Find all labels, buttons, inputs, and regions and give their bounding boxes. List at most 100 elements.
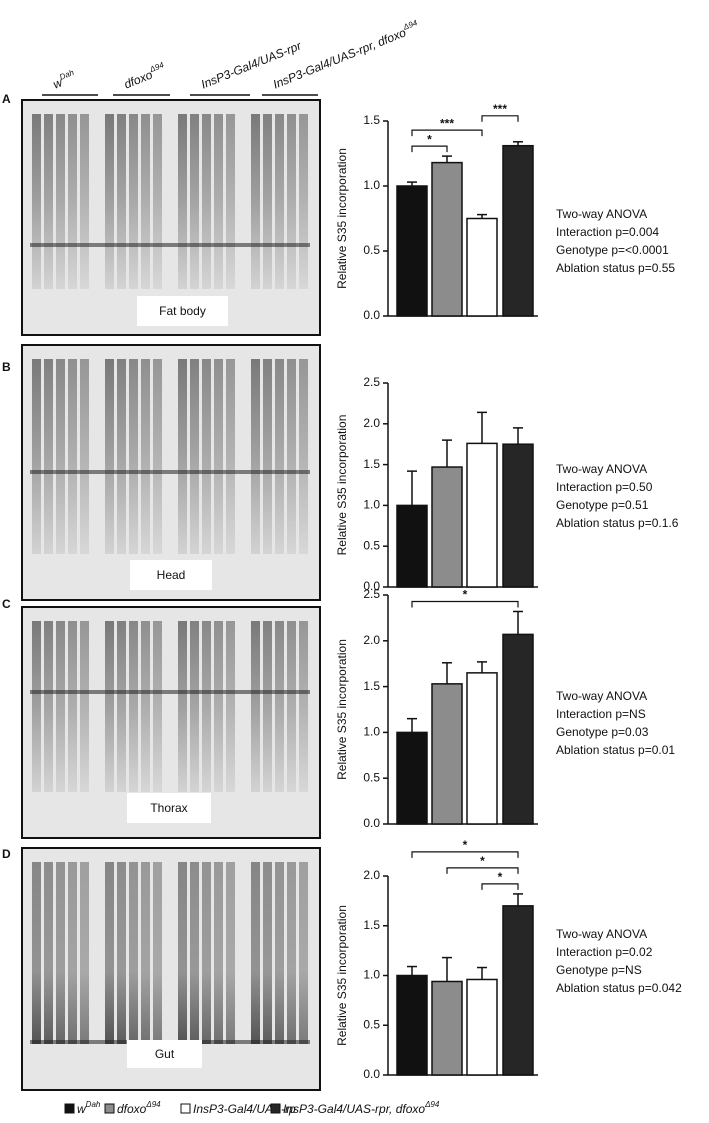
stats-line: Two-way ANOVA <box>556 689 647 703</box>
gel-lane <box>214 359 223 554</box>
gel-lane <box>263 621 272 792</box>
y-axis-label: Relative S35 incorporation <box>335 639 349 780</box>
gel-lane <box>117 621 126 792</box>
bar <box>396 974 428 1076</box>
significance-bracket <box>411 600 519 608</box>
y-tick-label: 1.5 <box>363 679 380 693</box>
legend-entry: wDah <box>77 1100 101 1116</box>
y-tick-label: 0.5 <box>363 243 380 257</box>
significance-label: * <box>463 588 468 602</box>
significance-label: * <box>498 870 503 884</box>
gel-lane <box>68 359 77 554</box>
gel-lane <box>275 862 284 1044</box>
bar <box>431 466 463 588</box>
gel-label: Thorax <box>150 801 187 815</box>
y-tick-label: 0.5 <box>363 770 380 784</box>
gel-lane <box>190 359 199 554</box>
significance-bracket <box>411 129 483 137</box>
y-tick-label: 0.0 <box>363 308 380 322</box>
y-tick-label: 1.0 <box>363 968 380 982</box>
gel-label-box <box>137 296 228 326</box>
gel-lane <box>190 621 199 792</box>
gel-lane <box>117 862 126 1044</box>
gel-lane <box>263 114 272 289</box>
legend-swatch <box>104 1103 115 1114</box>
significance-label: *** <box>440 116 454 130</box>
panel-letter: B <box>2 360 11 374</box>
gel-lane <box>287 621 296 792</box>
gel-lane <box>32 359 41 554</box>
gel-lane <box>226 359 235 554</box>
gel-lane <box>178 359 187 554</box>
y-tick-label: 0.0 <box>363 1067 380 1081</box>
significance-label: * <box>427 132 432 146</box>
legend-entry: InsP3-Gal4/UAS-rpr, dfoxoΔ94 <box>283 1100 440 1116</box>
lane-header-main: InsP3-Gal4/UAS-rpr, dfoxo <box>271 25 408 91</box>
bar <box>396 731 428 825</box>
legend-entry-sup: Δ94 <box>424 1100 440 1109</box>
significance-label: * <box>463 838 468 852</box>
gel-lane <box>56 621 65 792</box>
gel-lane <box>202 359 211 554</box>
stats-line: Genotype p=NS <box>556 963 642 977</box>
gel-lane <box>105 862 114 1044</box>
gel-lane <box>68 621 77 792</box>
bar <box>502 633 534 825</box>
significance-label: *** <box>493 102 507 116</box>
y-tick-label: 0.5 <box>363 1017 380 1031</box>
gel-lane <box>105 359 114 554</box>
gel-lane <box>56 114 65 289</box>
y-tick-label: 0.0 <box>363 579 380 593</box>
gel-lane <box>214 862 223 1044</box>
bar <box>431 161 463 317</box>
panel-letter: A <box>2 92 11 106</box>
gel-lane <box>129 359 138 554</box>
gel-lane <box>129 114 138 289</box>
gel-lane <box>251 114 260 289</box>
gel-lane <box>117 359 126 554</box>
y-tick-label: 2.0 <box>363 868 380 882</box>
gel-lane <box>105 114 114 289</box>
panel-letter: C <box>2 597 11 611</box>
legend-entry-sup: Dah <box>86 1100 101 1109</box>
gel-lane <box>44 359 53 554</box>
bar <box>502 905 534 1076</box>
gel-lane <box>275 359 284 554</box>
gel-lane <box>129 621 138 792</box>
gel-lane <box>32 621 41 792</box>
gel-lane <box>141 621 150 792</box>
gel-lane <box>299 862 308 1044</box>
gel-lane <box>287 114 296 289</box>
legend-entry: dfoxoΔ94 <box>117 1100 161 1116</box>
legend-swatch <box>64 1103 75 1114</box>
gel-lane <box>178 862 187 1044</box>
stats-line: Interaction p=0.02 <box>556 945 653 959</box>
y-tick-label: 1.0 <box>363 498 380 512</box>
gel-lane <box>275 621 284 792</box>
gel-lane <box>80 114 89 289</box>
bar <box>502 144 534 317</box>
lane-header-sup: Δ94 <box>148 60 166 74</box>
y-axis-label: Relative S35 incorporation <box>335 148 349 289</box>
gel-lane <box>178 114 187 289</box>
y-tick-label: 2.0 <box>363 416 380 430</box>
bar <box>466 217 498 317</box>
stats-line: Two-way ANOVA <box>556 462 647 476</box>
stats-line: Genotype p=0.03 <box>556 725 649 739</box>
gel-lane <box>190 862 199 1044</box>
gel-lane <box>178 621 187 792</box>
gel-lane <box>56 862 65 1044</box>
gel-label: Fat body <box>159 304 206 318</box>
gel-lane <box>299 621 308 792</box>
y-tick-label: 2.5 <box>363 375 380 389</box>
lane-header-sup: Δ94 <box>401 18 419 32</box>
y-axis-label: Relative S35 incorporation <box>335 415 349 556</box>
stats-line: Ablation status p=0.1.6 <box>556 516 679 530</box>
bar <box>431 683 463 825</box>
y-tick-label: 1.5 <box>363 918 380 932</box>
gel-lane <box>117 114 126 289</box>
y-tick-label: 0.0 <box>363 816 380 830</box>
gel-lane <box>214 114 223 289</box>
gel-lane <box>226 862 235 1044</box>
gel-lane <box>153 621 162 792</box>
